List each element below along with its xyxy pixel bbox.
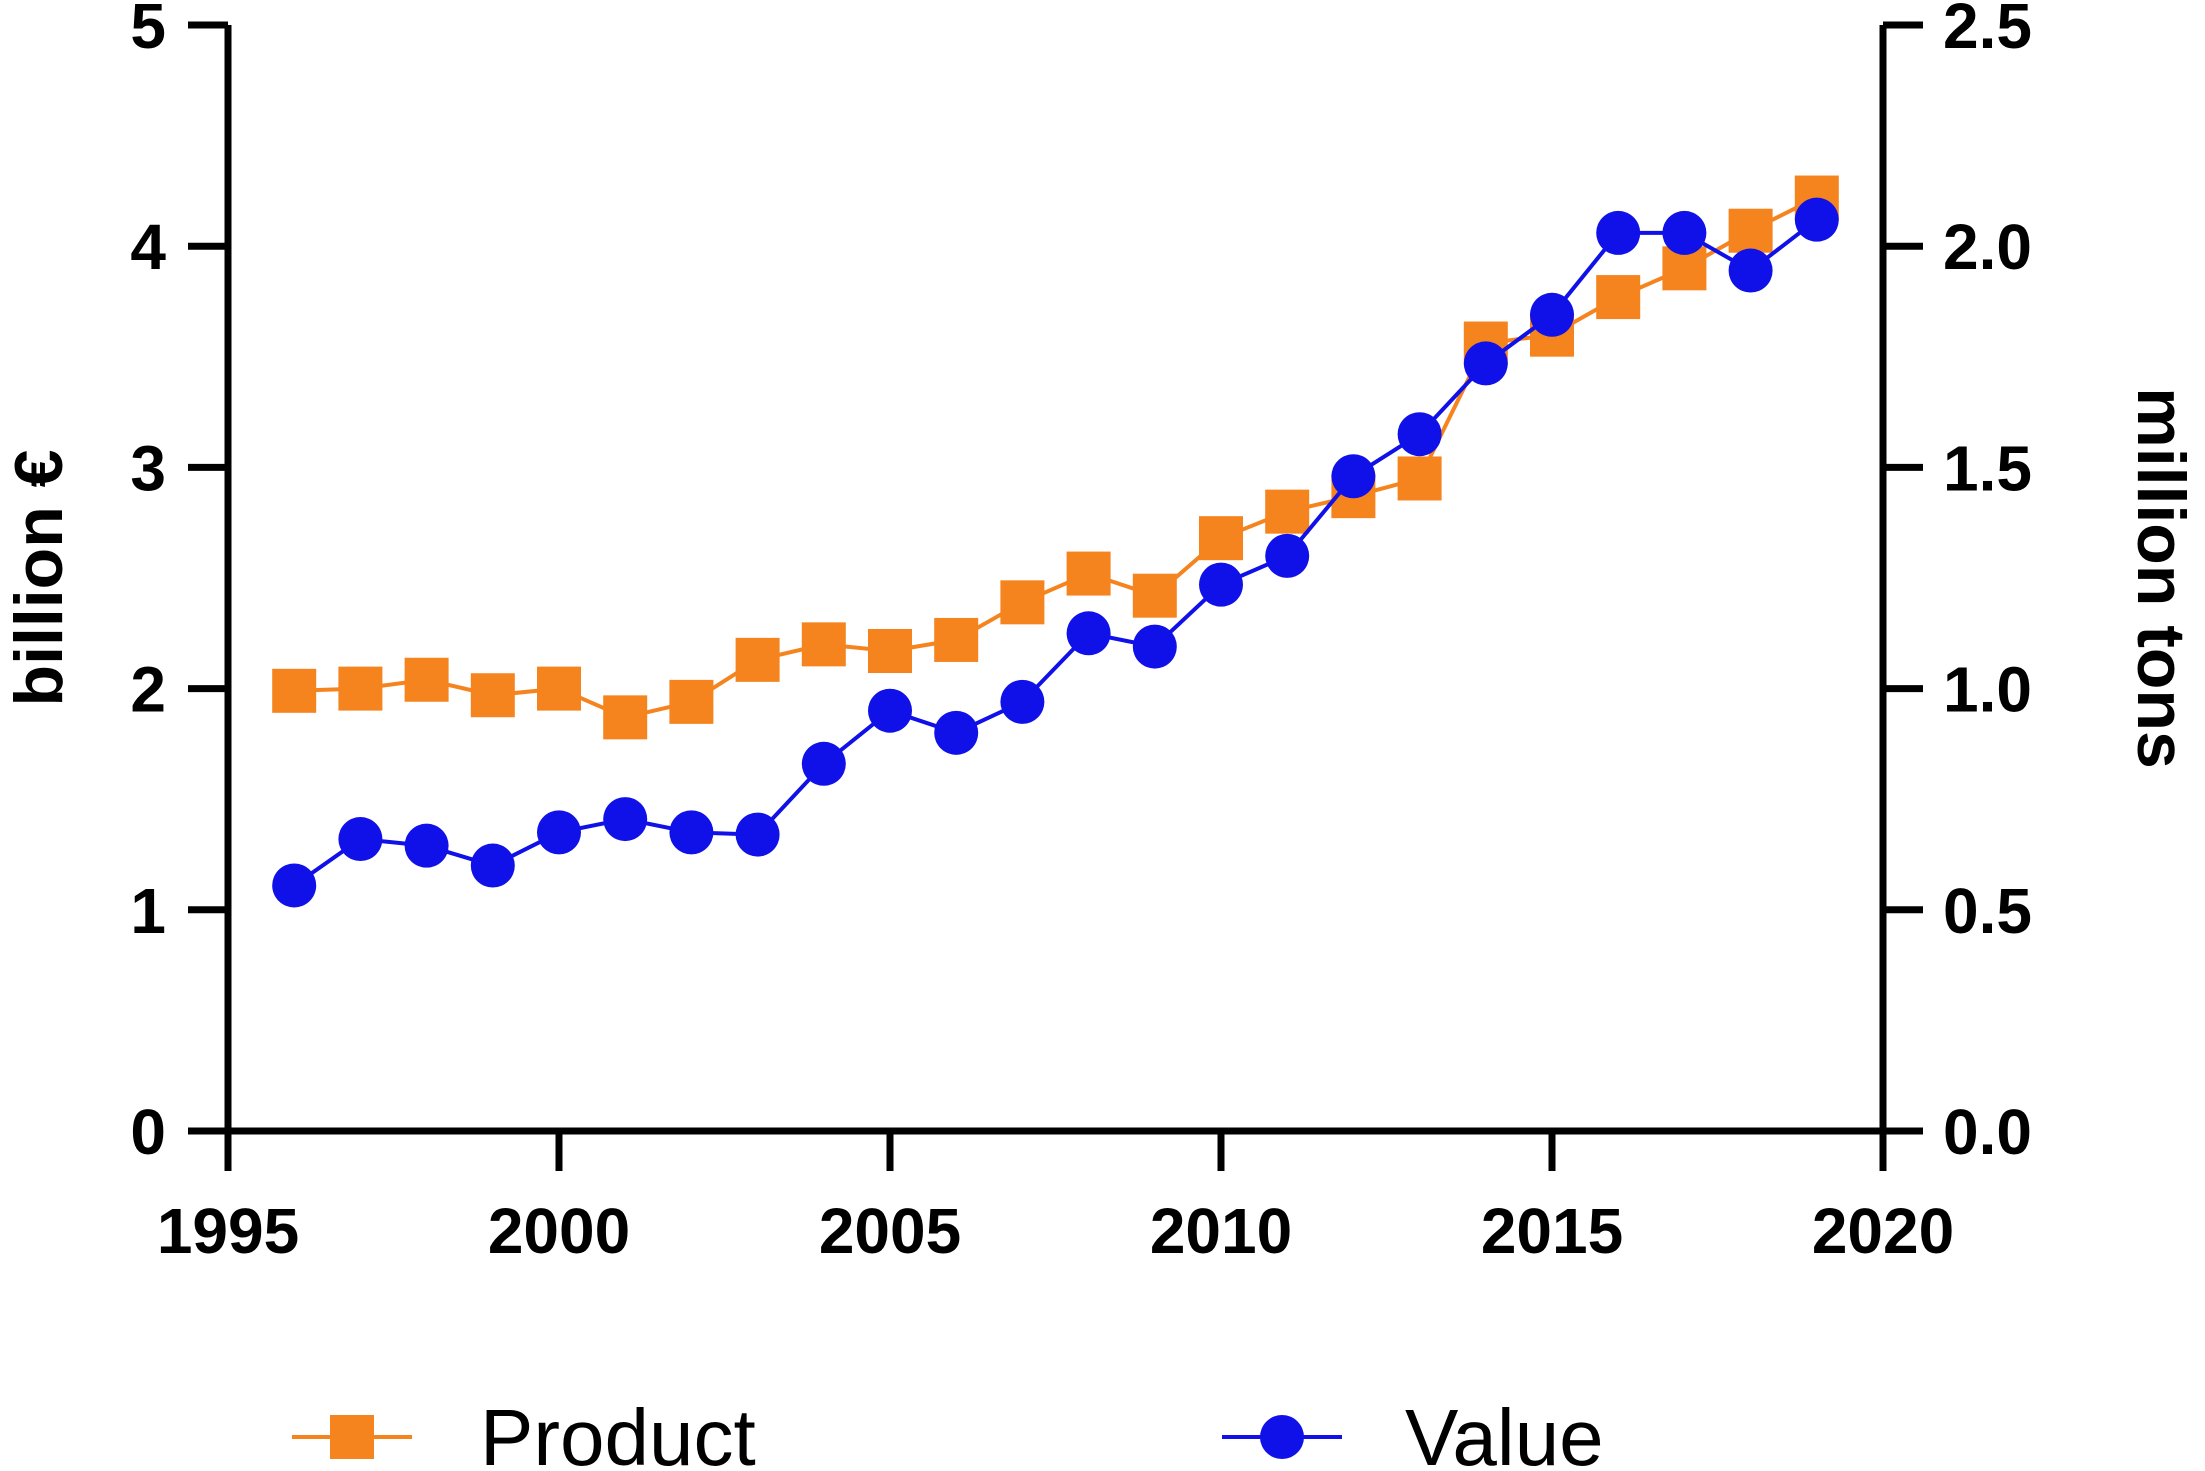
data-point-value (1463, 341, 1508, 386)
data-point-value (1596, 210, 1641, 255)
data-point-product (537, 666, 581, 711)
series-product (272, 175, 1839, 740)
y-tick-label: 4 (130, 211, 166, 283)
y-tick-label: 0 (130, 1096, 166, 1168)
data-point-product (1199, 516, 1243, 561)
right-y-axis-title: million tons (2123, 387, 2199, 769)
y2-tick-label: 0.0 (1943, 1096, 2032, 1168)
data-point-product (1000, 580, 1045, 625)
data-point-value (868, 688, 912, 733)
series-line-product (294, 195, 1818, 720)
y-tick-label: 2 (130, 654, 166, 726)
left-y-axis-title: billion € (1, 450, 77, 707)
x-tick-label: 2010 (1150, 1195, 1292, 1267)
data-point-value (470, 843, 515, 888)
data-point-product (1728, 208, 1773, 253)
data-point-product (934, 617, 979, 662)
data-point-value (1066, 611, 1111, 656)
data-point-value (1199, 562, 1243, 607)
x-tick-label: 2000 (488, 1195, 630, 1267)
data-point-value (801, 741, 846, 786)
y2-tick-label: 2.0 (1943, 211, 2032, 283)
right-y-axis-ticks: 0.0 0.5 1.0 1.5 2.0 2.5 (1883, 0, 2032, 1168)
plot-area (224, 25, 1887, 1135)
data-point-product (404, 657, 449, 702)
data-point-product (1265, 489, 1310, 534)
data-point-value (1662, 210, 1707, 255)
legend-item-product: Product (292, 1393, 756, 1471)
data-point-product (1066, 551, 1111, 596)
y2-tick-label: 1.0 (1943, 654, 2032, 726)
x-axis-ticks: 1995 2000 2005 2010 2015 2020 (157, 1131, 1954, 1267)
data-point-value (537, 810, 581, 855)
data-point-value (1132, 624, 1177, 669)
data-point-product (338, 666, 383, 711)
data-point-value (1000, 679, 1045, 724)
legend-label-value: Value (1405, 1393, 1604, 1471)
data-point-product (470, 673, 515, 718)
data-point-product (801, 622, 846, 667)
data-point-product (272, 668, 317, 713)
data-point-value (1331, 454, 1376, 499)
data-point-value (603, 797, 648, 842)
series-layer (272, 175, 1839, 908)
data-point-product (735, 637, 780, 682)
data-point-product (1596, 275, 1641, 320)
x-tick-label: 2015 (1481, 1195, 1623, 1267)
data-point-product (669, 679, 714, 724)
y2-tick-label: 1.5 (1943, 432, 2032, 504)
legend: Product Value (292, 1393, 1604, 1471)
series-value (272, 197, 1839, 908)
x-tick-label: 2005 (819, 1195, 961, 1267)
y2-tick-label: 0.5 (1943, 875, 2032, 947)
legend-label-product: Product (480, 1393, 756, 1471)
legend-marker-value (1260, 1415, 1304, 1459)
series-line-value (293, 218, 1819, 888)
y-tick-label: 5 (130, 0, 166, 62)
left-y-axis-ticks: 0 1 2 3 4 5 (130, 0, 228, 1168)
data-point-product (603, 695, 648, 740)
legend-marker-product (330, 1415, 374, 1459)
data-point-value (404, 823, 449, 868)
data-point-value (934, 710, 979, 755)
data-point-value (669, 810, 714, 855)
data-point-product (868, 628, 912, 673)
data-point-value (1530, 292, 1574, 337)
y-tick-label: 3 (130, 432, 166, 504)
y2-tick-label: 2.5 (1943, 0, 2032, 62)
data-point-value (1728, 248, 1773, 293)
data-point-value (1794, 197, 1839, 242)
data-point-value (1397, 412, 1442, 457)
y-tick-label: 1 (130, 875, 166, 947)
x-tick-label: 2020 (1812, 1195, 1954, 1267)
data-point-product (1132, 573, 1177, 618)
data-point-value (735, 812, 780, 857)
legend-item-value: Value (1222, 1393, 1604, 1471)
data-point-value (338, 817, 383, 862)
data-point-value (272, 863, 317, 908)
data-point-value (1265, 533, 1310, 578)
x-tick-label: 1995 (157, 1195, 299, 1267)
data-point-product (1397, 456, 1442, 501)
